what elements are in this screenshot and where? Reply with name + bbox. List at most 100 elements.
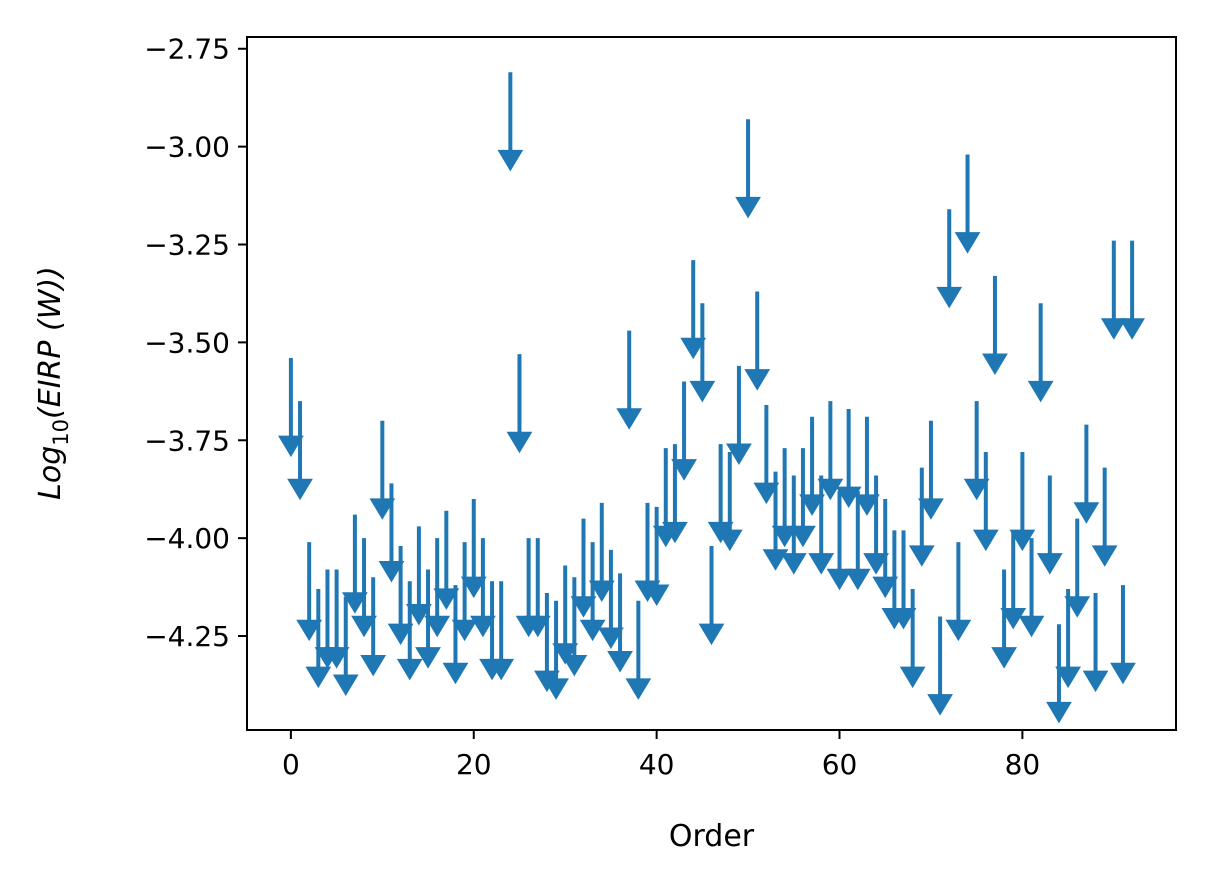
arrow-head: [1046, 701, 1072, 724]
data-point-arrow: [396, 581, 423, 681]
arrow-head: [918, 498, 944, 520]
arrow-head: [460, 576, 487, 599]
arrow-head: [698, 623, 725, 646]
arrow-head: [287, 478, 313, 501]
data-point-arrow: [671, 381, 697, 481]
data-point-arrow: [287, 401, 313, 501]
data-point-arrow: [524, 538, 551, 638]
arrow-head: [1009, 529, 1036, 552]
data-point-arrow: [908, 467, 935, 567]
arrow-head: [908, 545, 935, 567]
data-point-arrow: [488, 581, 515, 681]
x-tick-label: 0: [282, 748, 300, 781]
arrow-head: [726, 443, 752, 465]
data-point-arrow: [963, 401, 990, 501]
data-point-arrow: [954, 154, 981, 254]
data-point-arrow: [406, 526, 432, 626]
x-axis-ticks: 0 20 40 60 80: [282, 730, 1040, 781]
data-point-arrow: [936, 209, 963, 309]
data-point-arrow: [278, 358, 304, 458]
data-point-arrow: [643, 506, 670, 606]
arrow-head: [497, 149, 524, 172]
arrow-head: [899, 666, 926, 689]
arrow-head: [835, 486, 862, 509]
arrow-head: [972, 529, 999, 552]
data-point-arrow: [698, 545, 725, 646]
arrow-head: [278, 435, 304, 458]
data-point-arrow: [415, 569, 441, 669]
arrow-head: [387, 623, 414, 646]
arrow-head: [406, 604, 432, 626]
data-point-arrow: [342, 514, 368, 614]
arrow-head: [598, 627, 624, 650]
data-point-arrow: [451, 542, 478, 642]
arrow-head: [442, 662, 469, 685]
arrow-head: [680, 337, 707, 360]
arrow-head: [524, 615, 551, 638]
arrow-head: [744, 369, 771, 391]
arrow-head: [872, 576, 899, 599]
data-point-arrow: [1100, 240, 1127, 340]
y-tick-label: −3.50: [144, 326, 230, 359]
arrow-head: [799, 494, 825, 516]
data-point-arrow: [1119, 240, 1145, 340]
data-point-arrow: [1036, 475, 1063, 575]
arrow-head: [808, 553, 835, 575]
data-point-arrow: [616, 330, 643, 430]
y-axis-ticks: −2.75 −3.00 −3.25 −3.50 −3.75 −4.00 −4.25: [144, 33, 247, 653]
data-point-arrow: [378, 483, 405, 583]
data-point-arrow: [890, 530, 917, 630]
data-point-arrow: [835, 408, 862, 509]
data-point-arrow: [360, 577, 387, 677]
arrow-head: [863, 553, 889, 575]
data-point-arrow: [1055, 589, 1081, 689]
x-tick-label: 80: [1005, 748, 1041, 781]
arrow-head: [1000, 607, 1027, 630]
data-point-arrow: [369, 420, 396, 520]
arrow-head: [671, 459, 697, 481]
arrow-head: [1119, 318, 1145, 340]
arrow-head: [1073, 502, 1100, 524]
arrow-head: [991, 647, 1017, 669]
arrow-head: [643, 584, 670, 606]
arrow-head: [415, 647, 441, 669]
y-tick-label: −3.75: [144, 424, 230, 457]
arrow-head: [451, 619, 478, 642]
arrow-head: [570, 596, 597, 618]
arrow-head: [662, 521, 688, 544]
data-point-arrow: [863, 475, 889, 575]
data-point-arrow: [433, 510, 460, 610]
data-point-arrow: [1073, 424, 1100, 524]
arrow-head: [890, 607, 917, 630]
data-point-arrow: [854, 416, 880, 516]
x-tick-label: 40: [639, 748, 675, 781]
y-tick-label: −3.25: [144, 229, 230, 262]
data-point-arrow: [497, 72, 524, 172]
arrow-head: [716, 529, 743, 552]
data-point-arrow: [872, 499, 899, 599]
y-tick-label: −3.00: [144, 131, 230, 164]
data-point-arrow: [753, 405, 780, 505]
data-point-arrow: [808, 475, 835, 575]
arrow-head: [982, 353, 1008, 375]
arrow-head: [543, 678, 569, 700]
arrow-head: [332, 674, 359, 696]
arrow-head: [780, 553, 807, 575]
data-point-arrow: [1110, 585, 1136, 685]
arrow-head: [360, 654, 387, 677]
data-point-arrow: [972, 452, 999, 552]
arrow-head: [323, 647, 350, 669]
arrow-head: [488, 658, 515, 681]
data-point-arrow: [442, 585, 469, 685]
arrow-head: [625, 678, 652, 700]
arrow-head: [305, 666, 332, 689]
y-axis-label-subscript: 10: [49, 419, 73, 446]
data-point-arrow: [424, 538, 451, 638]
y-axis-label: Log10(EIRP (W)): [33, 266, 73, 500]
data-point-arrow: [716, 452, 743, 552]
data-point-arrow: [351, 538, 377, 638]
data-point-arrow: [744, 291, 771, 391]
data-point-arrow: [625, 600, 652, 700]
